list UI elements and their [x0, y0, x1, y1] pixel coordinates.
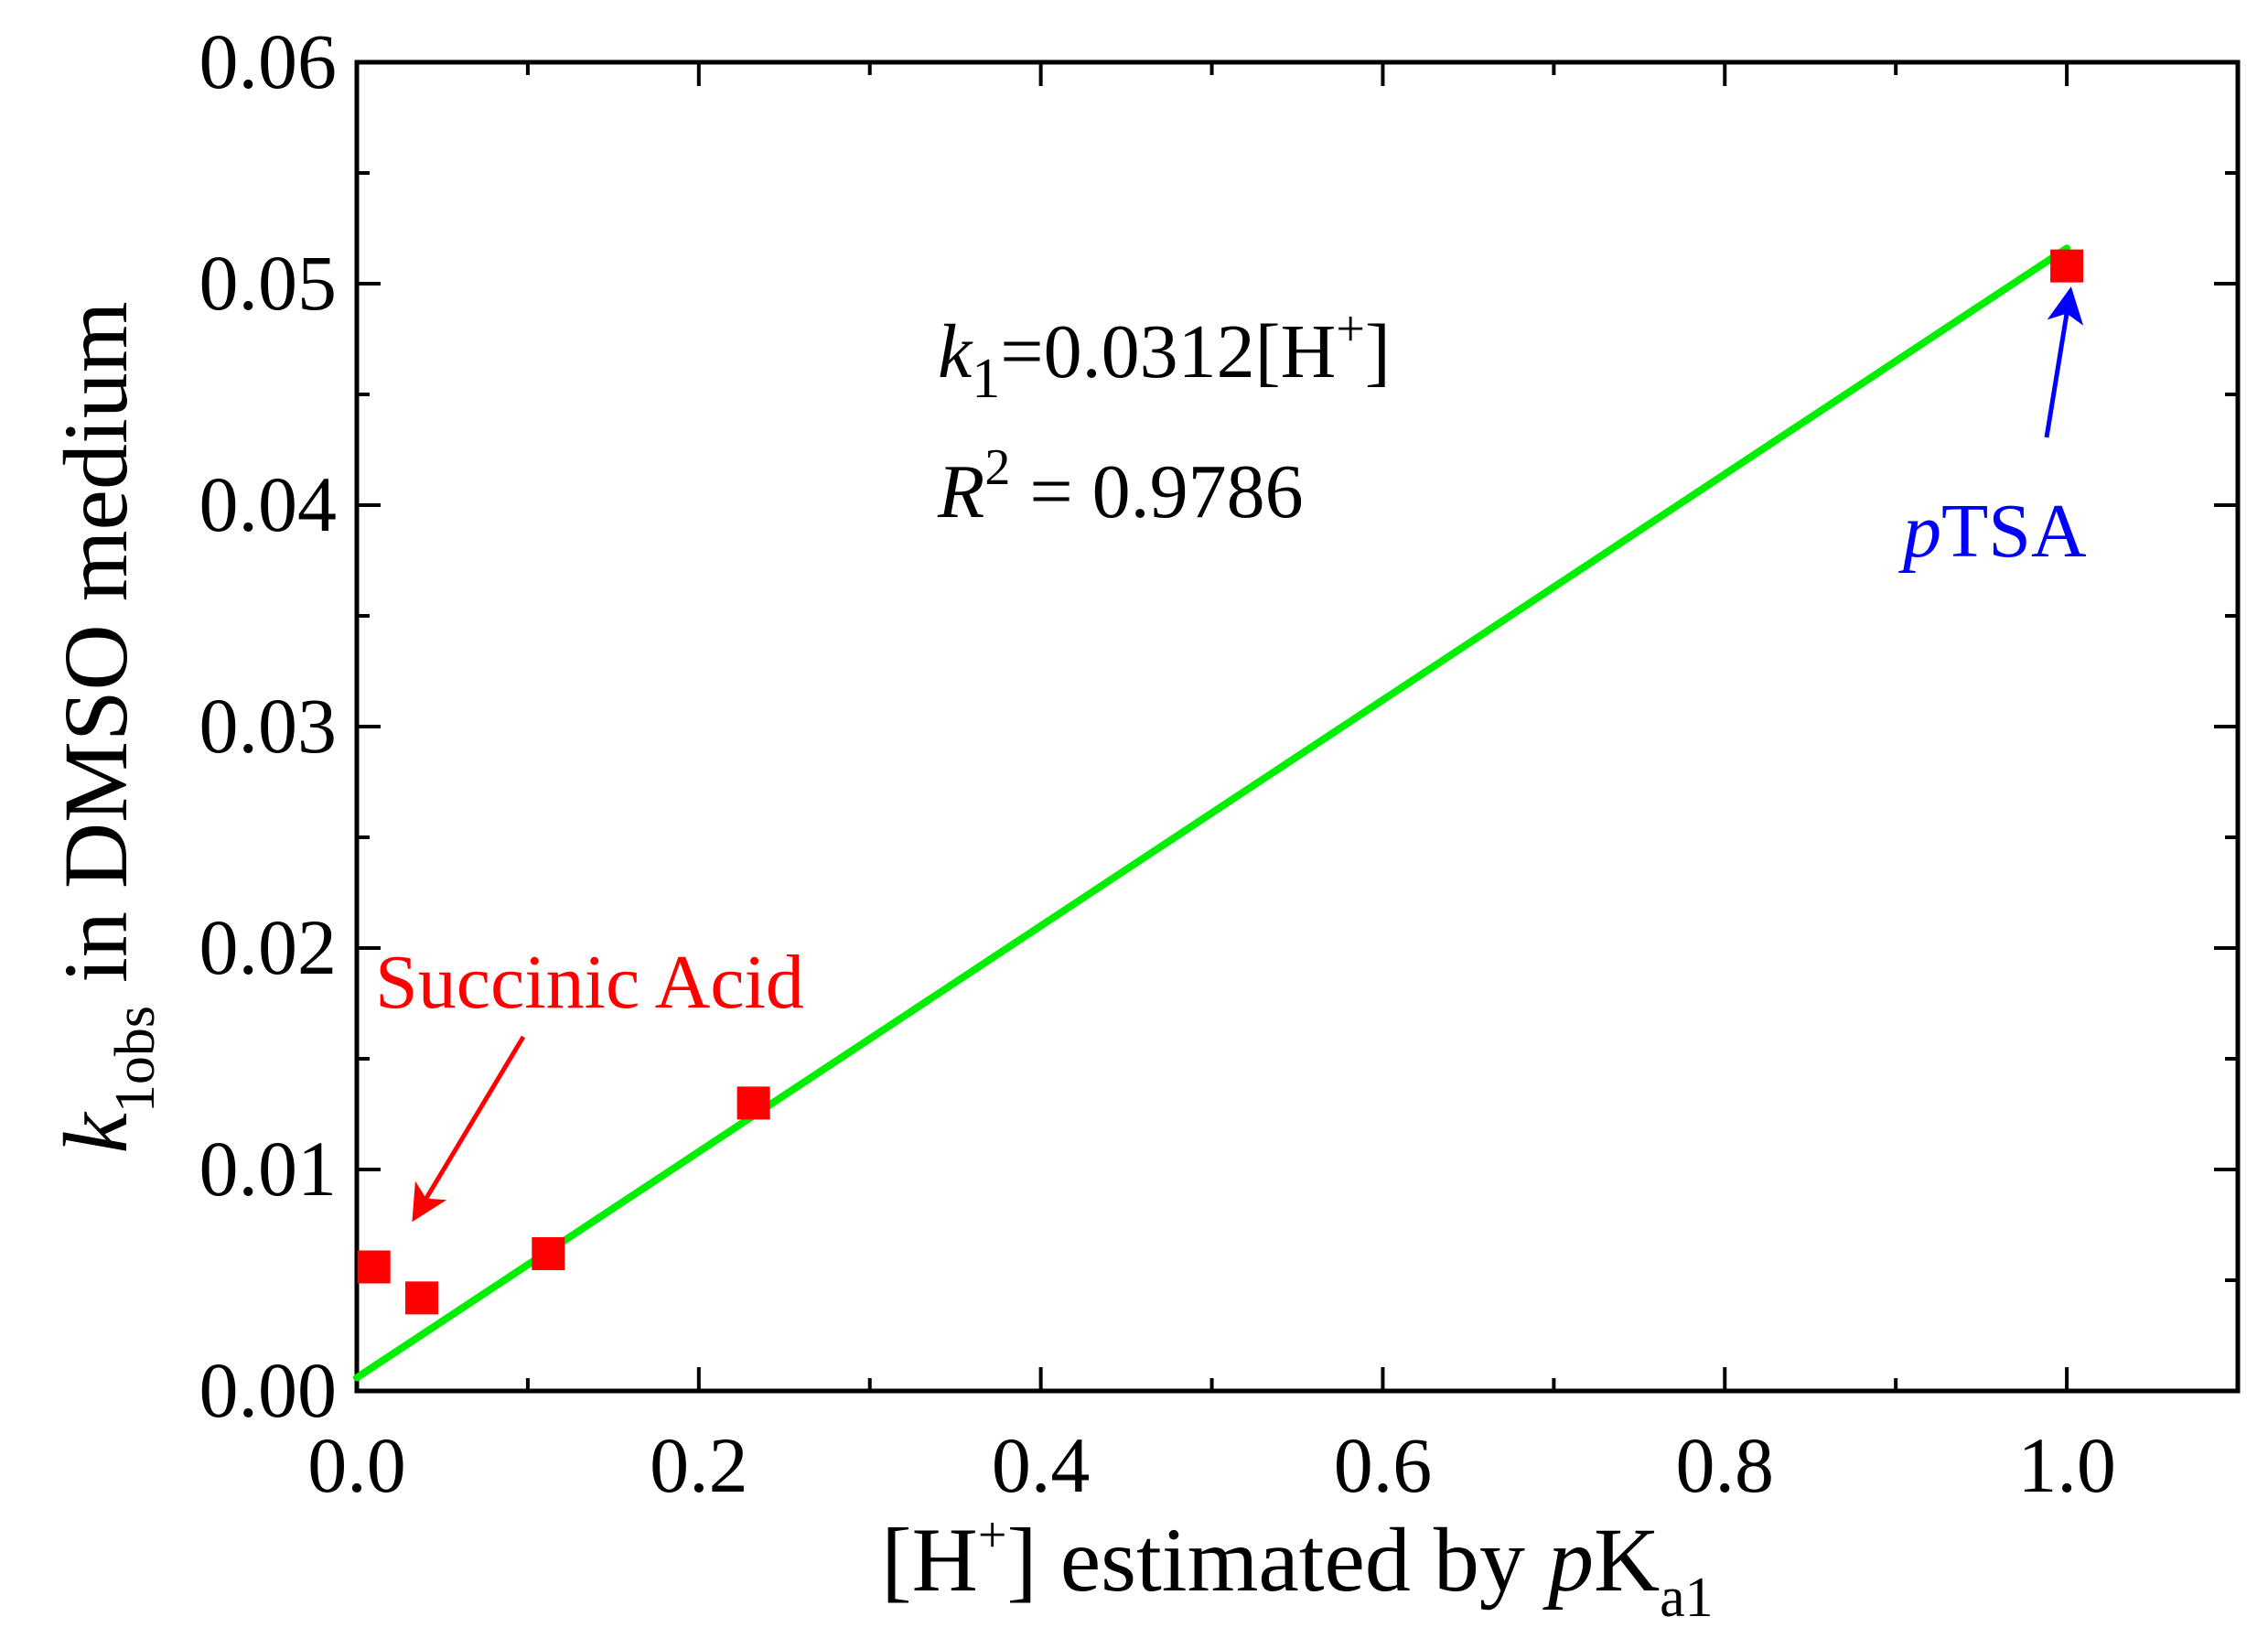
data-point	[2050, 249, 2084, 283]
y-axis-tick-labels: 0.00 0.01 0.02 0.03 0.04 0.05 0.06	[199, 17, 338, 1434]
equation-subscript: 1	[972, 348, 1000, 410]
y-axis-ticks	[357, 60, 2238, 1393]
data-points	[357, 249, 2084, 1315]
x-tick-label: 0.8	[1676, 1421, 1775, 1509]
data-point	[357, 1250, 391, 1284]
r-squared-annotation: R2 = 0.9786	[937, 439, 1304, 534]
y-axis-title: k1obs in DMSO medium	[45, 301, 167, 1153]
y-tick-label: 0.01	[199, 1125, 338, 1212]
y-tick-label: 0.02	[199, 903, 338, 991]
y-tick-label: 0.03	[199, 682, 338, 770]
succinic-acid-arrow	[412, 1035, 526, 1223]
equation-body: =0.0312[H	[1000, 309, 1336, 394]
x-title-k: K	[1594, 1509, 1660, 1611]
fit-line	[353, 244, 2071, 1382]
x-tick-label: 0.2	[650, 1421, 748, 1509]
ptsa-text: TSA	[1941, 489, 2087, 574]
x-axis-ticks	[355, 62, 2240, 1391]
x-title-middle: ] estimated by	[1006, 1509, 1548, 1611]
equation-annotation: k1=0.0312[H+]	[938, 301, 1391, 410]
equation-close: ]	[1365, 309, 1391, 394]
x-title-p: p	[1542, 1509, 1594, 1611]
succinic-acid-label: Succinic Acid	[375, 940, 804, 1025]
equation-superscript: +	[1336, 301, 1365, 358]
ptsa-p: p	[1898, 489, 1941, 574]
y-tick-label: 0.05	[199, 239, 338, 327]
x-title-open: [H	[881, 1509, 978, 1611]
x-tick-label: 1.0	[2017, 1421, 2116, 1509]
x-tick-label: 0.0	[307, 1421, 406, 1509]
x-tick-label: 0.6	[1334, 1421, 1433, 1509]
y-title-rest: in DMSO medium	[45, 301, 146, 1005]
ptsa-label: pTSA	[1898, 489, 2087, 574]
x-title-subscript: a1	[1660, 1567, 1714, 1629]
y-title-k: k	[45, 1112, 146, 1154]
x-tick-label: 0.4	[992, 1421, 1091, 1509]
r-squared-superscript: 2	[984, 439, 1010, 496]
x-axis-tick-labels: 0.0 0.2 0.4 0.6 0.8 1.0	[307, 1421, 2116, 1509]
x-title-superscript: +	[978, 1507, 1007, 1564]
r-squared-r: R	[937, 449, 984, 534]
y-tick-label: 0.06	[199, 17, 338, 105]
x-axis-title: [H+] estimated by pKa1	[881, 1507, 1713, 1629]
data-point	[405, 1281, 439, 1315]
r-squared-value: = 0.9786	[1010, 449, 1303, 534]
y-tick-label: 0.04	[199, 460, 338, 548]
y-title-subscript: 1obs	[104, 1006, 167, 1113]
data-point	[736, 1086, 770, 1120]
equation-k: k	[938, 309, 973, 394]
data-point	[532, 1236, 565, 1270]
y-tick-label: 0.00	[199, 1346, 338, 1434]
ptsa-arrow	[2044, 286, 2084, 438]
